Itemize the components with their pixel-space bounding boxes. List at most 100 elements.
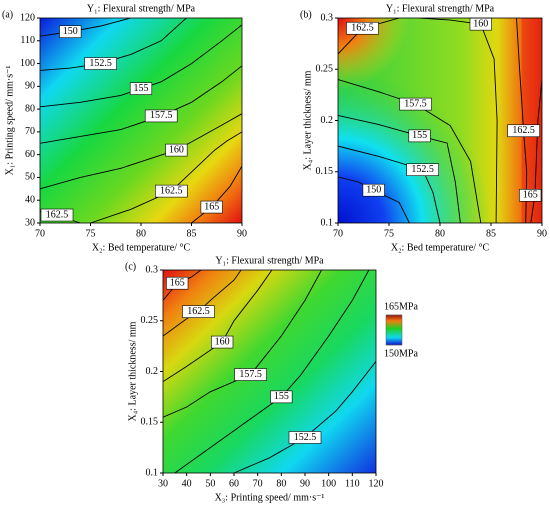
contour-label: 150 — [366, 184, 381, 195]
contour-label-box — [362, 183, 385, 197]
heatmap — [40, 18, 242, 223]
contour-label-box — [399, 97, 432, 111]
x-tick-label: 80 — [136, 228, 146, 239]
contour-label: 155 — [134, 83, 149, 94]
contour-line — [40, 18, 132, 37]
contour-label-box — [200, 200, 223, 214]
colorbar-label: 150MPa — [384, 348, 418, 359]
contour-label-box — [288, 431, 322, 444]
contour-label: 152.5 — [89, 58, 112, 69]
x-axis-label: X₂: Bed temperature/ °C — [391, 242, 490, 253]
contour-line — [338, 114, 461, 223]
x-tick-label: 80 — [276, 478, 286, 489]
contour-label: 157.5 — [239, 369, 262, 380]
x-tick-label: 80 — [435, 228, 445, 239]
contour-line — [163, 270, 273, 382]
contour-line — [338, 79, 482, 223]
contour-label: 165 — [204, 201, 219, 212]
x-tick-label: 85 — [187, 228, 197, 239]
contour-label-box — [519, 189, 542, 202]
y-tick-label: 0.3 — [146, 264, 159, 275]
y-tick-label: 50 — [25, 172, 35, 183]
contour-label-box — [84, 57, 117, 70]
contour-label: 165 — [170, 277, 185, 288]
x-axis-label: X₂: Bed temperature/ °C — [92, 242, 191, 253]
panel-label: (a) — [2, 9, 13, 20]
y-tick-label: 0.2 — [321, 115, 334, 126]
contour-label-box — [165, 143, 188, 157]
chart-title: Y₁: Flexural strength/ MPa — [87, 3, 196, 14]
contour-label: 150 — [63, 26, 78, 37]
contour-label: 160 — [169, 144, 184, 155]
contour-label-box — [270, 390, 293, 404]
x-tick-label: 70 — [333, 228, 343, 239]
contour-line — [530, 79, 542, 223]
contour-line — [191, 165, 242, 223]
x-tick-label: 90 — [537, 228, 547, 239]
y-axis-label: X₄: Layer thickness/ mm — [127, 321, 138, 421]
x-axis-label: X₃: Printing speed/ mm·s⁻¹ — [215, 492, 325, 503]
y-tick-label: 0.1 — [321, 217, 334, 228]
contour-label: 162.5 — [160, 185, 183, 196]
contour-line — [233, 361, 376, 473]
x-tick-label: 50 — [205, 478, 215, 489]
panel-label: (b) — [300, 9, 312, 20]
contour-label-box — [507, 124, 540, 138]
x-tick-label: 75 — [86, 228, 96, 239]
contour-label: 165 — [523, 190, 538, 201]
y-tick-label: 70 — [25, 126, 35, 137]
contour-line — [174, 270, 370, 473]
contour-line — [419, 18, 498, 223]
contour-label-box — [166, 276, 189, 290]
x-tick-label: 90 — [237, 228, 247, 239]
contour-label: 162.5 — [46, 209, 69, 220]
y-tick-label: 110 — [20, 35, 35, 46]
y-axis-label: X₁: Printing speed/ mm·s⁻¹ — [4, 66, 15, 176]
contour-label: 155 — [274, 391, 289, 402]
x-tick-label: 40 — [182, 478, 192, 489]
x-tick-label: 30 — [158, 478, 168, 489]
colorbar-label: 165MPa — [384, 301, 418, 312]
y-axis-label: X₄: Layer thickness/ mm — [302, 70, 313, 170]
contour-label-box — [129, 82, 153, 95]
y-tick-label: 0.25 — [316, 64, 334, 75]
contour-label-box — [408, 129, 431, 143]
contour-label: 162.5 — [187, 306, 210, 317]
y-tick-label: 100 — [20, 58, 35, 69]
contour-label: 157.5 — [150, 110, 173, 121]
y-tick-label: 120 — [20, 12, 35, 23]
contour-label: 160 — [215, 336, 230, 347]
contour-label-box — [211, 335, 234, 349]
contour-label: 162.5 — [512, 125, 535, 136]
contour-label: 152.5 — [294, 432, 317, 443]
chart-title: Y₁: Flexural strength/ MPa — [386, 3, 495, 14]
contour-label-box — [346, 21, 379, 35]
y-tick-label: 60 — [25, 149, 35, 160]
contour-label-box — [234, 368, 267, 381]
chart-title: Y₁: Flexural strength/ MPa — [215, 255, 324, 266]
x-tick-label: 100 — [321, 478, 336, 489]
x-tick-label: 70 — [35, 228, 45, 239]
contour-label: 160 — [473, 18, 488, 29]
y-tick-label: 0.3 — [321, 12, 334, 23]
x-tick-label: 120 — [369, 478, 384, 489]
y-tick-label: 90 — [25, 81, 35, 92]
contour-label-box — [406, 163, 439, 176]
contour-label-box — [40, 208, 74, 222]
x-tick-label: 85 — [486, 228, 496, 239]
x-tick-label: 110 — [345, 478, 360, 489]
heatmap — [163, 270, 376, 473]
y-tick-label: 30 — [25, 217, 35, 228]
contour-label-box — [182, 305, 215, 318]
contour-label-box — [155, 184, 188, 198]
contour-label: 155 — [412, 130, 427, 141]
x-tick-label: 75 — [384, 228, 394, 239]
x-tick-label: 90 — [300, 478, 310, 489]
plot-area — [163, 270, 376, 473]
contour-line — [90, 131, 242, 223]
contour-label: 162.5 — [351, 23, 374, 34]
plot-area — [40, 18, 242, 223]
panel-label: (c) — [125, 261, 136, 272]
